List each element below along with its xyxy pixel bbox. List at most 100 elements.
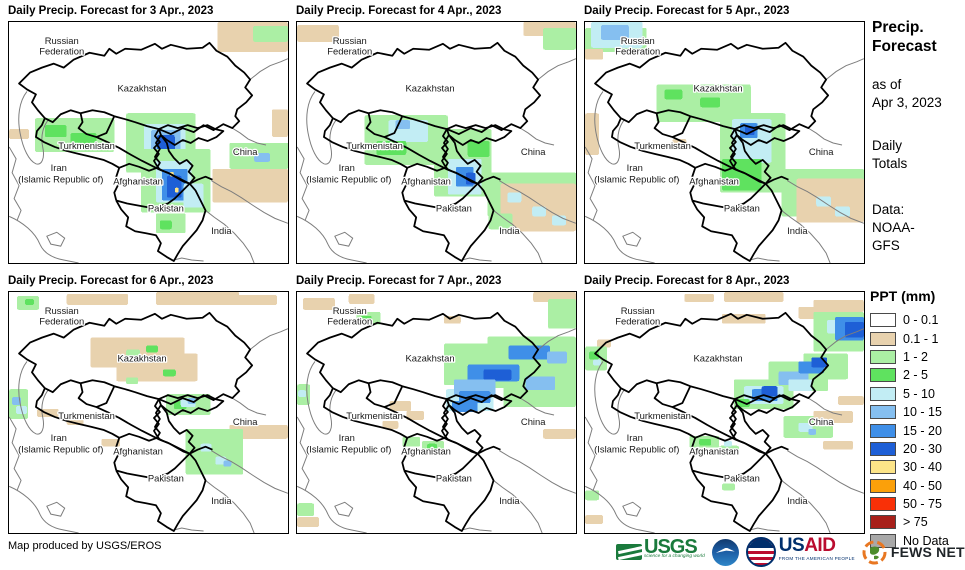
country-label: Pakistan [724, 472, 760, 483]
country-label: Afghanistan [401, 176, 451, 187]
usaid-seal-icon [745, 537, 776, 567]
legend-title: PPT (mm) [870, 288, 936, 304]
legend-entry: 2 - 5 [870, 366, 965, 384]
map-canvas-apr3: Russian Federation Kazakhstan Turkmenistan I… [8, 21, 289, 264]
fewsnet-wordmark: FEWS NET [890, 544, 965, 560]
neighbor-borders [297, 328, 576, 533]
country-label: Iran [339, 162, 355, 173]
usaid-tagline: FROM THE AMERICAN PEOPLE [778, 556, 855, 561]
country-borders [18, 311, 254, 532]
panel-title: Daily Precip. Forecast for 5 Apr., 2023 [584, 5, 790, 17]
legend-entry: 50 - 75 [870, 495, 965, 513]
panel-apr3: Daily Precip. Forecast for 3 Apr., 2023 … [8, 3, 289, 264]
country-label: China [809, 146, 834, 157]
country-label: Federation [39, 316, 84, 327]
country-label: China [809, 416, 834, 427]
legend-entry: 1 - 2 [870, 348, 965, 366]
legend-entry: 0 - 0.1 [870, 311, 965, 329]
usgs-flag-icon [616, 544, 642, 560]
country-label: Kazakhstan [117, 82, 166, 93]
usaid-wordmark: USAID [778, 535, 836, 556]
panel-title: Daily Precip. Forecast for 6 Apr., 2023 [8, 275, 214, 287]
map-canvas-apr7: Russian Federation Kazakhstan Turkmenistan I… [296, 291, 577, 534]
neighbor-borders [297, 58, 576, 263]
country-label: Pakistan [148, 472, 184, 483]
map-canvas-apr8: Russian Federation Kazakhstan Turkmenistan I… [584, 291, 865, 534]
map-credit: Map produced by USGS/EROS [8, 540, 162, 552]
usaid-logo: USAID FROM THE AMERICAN PEOPLE [745, 535, 855, 567]
country-label: Iran [51, 162, 67, 173]
usgs-tagline: science for a changing world [644, 554, 705, 559]
country-label: Turkmenistan [58, 140, 115, 151]
panel-title: Daily Precip. Forecast for 3 Apr., 2023 [8, 5, 214, 17]
country-label: Turkmenistan [346, 140, 403, 151]
neighbor-borders [585, 328, 864, 533]
country-label: Afghanistan [689, 176, 739, 187]
legend-swatch [870, 386, 896, 401]
country-label: Afghanistan [401, 446, 451, 457]
noaa-logo [711, 538, 739, 566]
country-label: India [499, 225, 520, 236]
legend-label: 1 - 2 [903, 349, 929, 364]
country-borders [594, 41, 830, 262]
country-label: Iran [339, 432, 355, 443]
precip-raster [585, 22, 864, 223]
panel-title: Daily Precip. Forecast for 7 Apr., 2023 [296, 275, 502, 287]
panel-title: Daily Precip. Forecast for 8 Apr., 2023 [584, 275, 790, 287]
country-label: Federation [39, 46, 84, 57]
legend-label: 5 - 10 [903, 386, 935, 401]
country-label: Iran [627, 162, 643, 173]
neighbor-borders [9, 328, 288, 533]
country-label: (Islamic Republic of) [594, 444, 679, 455]
country-label: India [211, 495, 232, 506]
country-label: Federation [615, 46, 660, 57]
country-label: China [233, 416, 258, 427]
panel-apr5: Daily Precip. Forecast for 5 Apr., 2023 … [584, 3, 865, 264]
country-label: Russian [621, 305, 655, 316]
country-label: China [233, 146, 258, 157]
legend-entry: 20 - 30 [870, 440, 965, 458]
precip-legend: PPT (mm) 0 - 0.1 0.1 - 1 1 - 2 2 - 5 5 - 10 1… [870, 288, 965, 550]
map-canvas-apr5: Russian Federation Kazakhstan Turkmenistan I… [584, 21, 865, 264]
country-label: Russian [45, 305, 79, 316]
country-label: Kazakhstan [405, 352, 454, 363]
legend-swatch [870, 313, 896, 328]
fewsnet-logo: FEWS NET [862, 540, 965, 565]
country-label: Russian [333, 305, 367, 316]
legend-entry: 30 - 40 [870, 458, 965, 476]
map-canvas-apr4: Russian Federation Kazakhstan Turkmenistan I… [296, 21, 577, 264]
country-label: China [521, 416, 546, 427]
country-label: (Islamic Republic of) [306, 174, 391, 185]
country-label: Federation [327, 316, 372, 327]
country-label: Russian [45, 35, 79, 46]
legend-swatch [870, 478, 896, 493]
neighbor-borders [9, 58, 288, 263]
sidebar-totals: Daily Totals [872, 138, 908, 171]
country-label: Kazakhstan [693, 82, 742, 93]
legend-label: 50 - 75 [903, 497, 942, 512]
country-label: Kazakhstan [693, 352, 742, 363]
sidebar-as-of: as of Apr 3, 2023 [872, 77, 942, 110]
legend-swatch [870, 368, 896, 383]
country-label: China [521, 146, 546, 157]
panel-apr6: Daily Precip. Forecast for 6 Apr., 2023 … [8, 273, 289, 534]
country-label: Turkmenistan [634, 140, 691, 151]
legend-swatch [870, 423, 896, 438]
country-label: Pakistan [724, 202, 760, 213]
panel-apr4: Daily Precip. Forecast for 4 Apr., 2023 … [296, 3, 577, 264]
usgs-wordmark: USGS [644, 536, 698, 558]
country-label: Turkmenistan [346, 410, 403, 421]
sidebar-data-source: Data: NOAA- GFS [872, 202, 915, 253]
sidebar: Precip. Forecast as of Apr 3, 2023 Daily… [872, 0, 965, 255]
usgs-logo: USGS science for a changing world [616, 536, 705, 562]
country-label: Kazakhstan [117, 352, 166, 363]
country-label: Kazakhstan [405, 82, 454, 93]
country-label: (Islamic Republic of) [18, 444, 103, 455]
legend-entry: 10 - 15 [870, 403, 965, 421]
country-label: (Islamic Republic of) [18, 174, 103, 185]
country-label: Federation [615, 316, 660, 327]
